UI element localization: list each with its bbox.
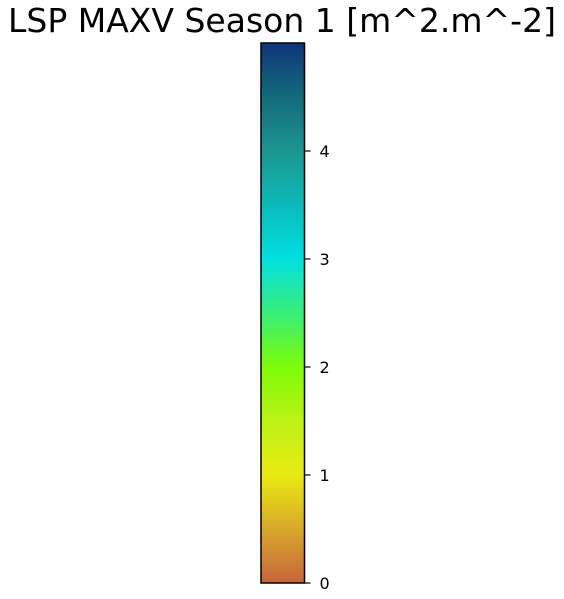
tick-label: 1: [320, 466, 330, 485]
colorbar-fill: [261, 43, 305, 583]
colorbar-ticks: 0 1 2 3 4: [304, 142, 330, 593]
chart-title: LSP MAXV Season 1 [m^2.m^-2]: [8, 1, 556, 40]
tick-label: 2: [320, 358, 330, 377]
tick-label: 4: [320, 142, 330, 161]
colorbar-frame: [260, 42, 306, 584]
tick-label: 3: [320, 250, 330, 269]
tick-label: 0: [320, 574, 330, 593]
